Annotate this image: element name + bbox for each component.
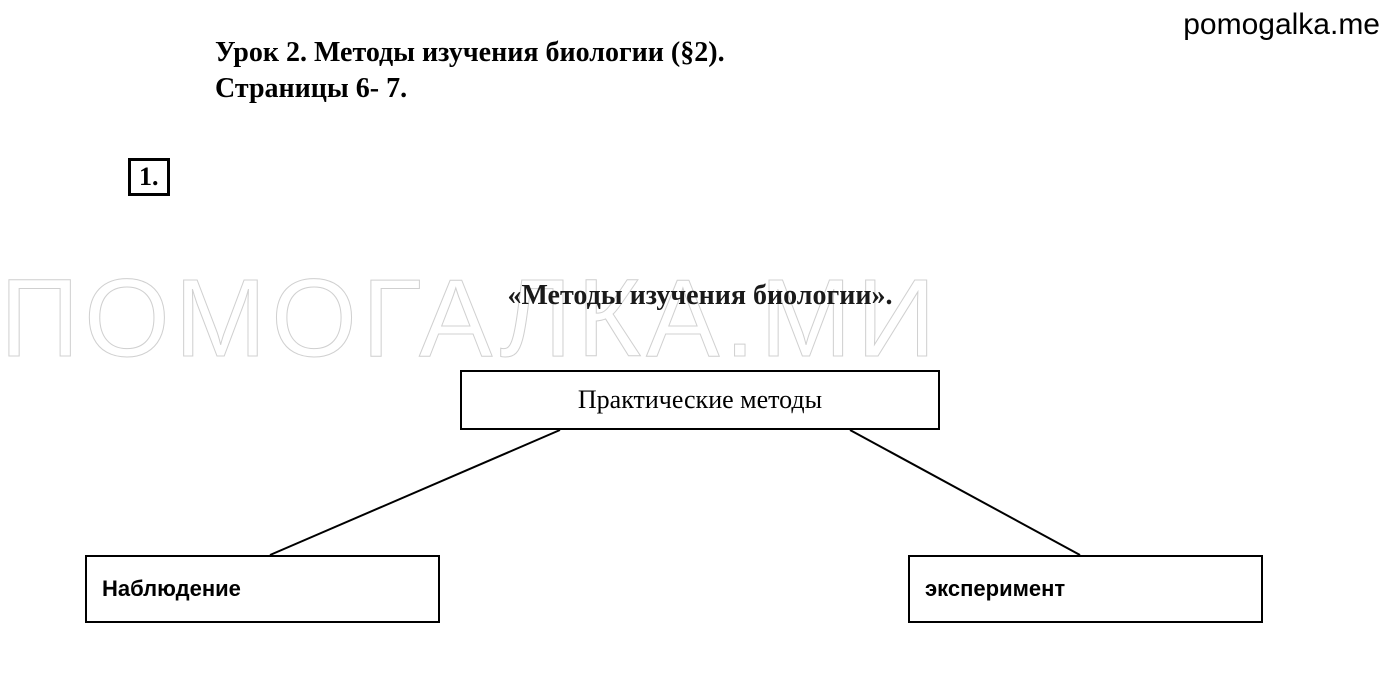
- child-right-label: эксперимент: [925, 576, 1065, 602]
- child-left-label: Наблюдение: [102, 576, 241, 602]
- watermark-site: pomogalka.me: [1183, 8, 1380, 42]
- header-line-2: Страницы 6- 7.: [215, 71, 725, 107]
- edge-left: [270, 430, 560, 555]
- diagram-child-left: Наблюдение: [85, 555, 440, 623]
- methods-diagram: «Методы изучения биологии». Практические…: [0, 280, 1400, 367]
- task-number-box: 1.: [128, 158, 170, 196]
- edge-right: [850, 430, 1080, 555]
- lesson-header: Урок 2. Методы изучения биологии (§2). С…: [215, 35, 725, 108]
- diagram-root-node: Практические методы: [460, 370, 940, 430]
- root-label: Практические методы: [578, 385, 822, 415]
- header-line-1: Урок 2. Методы изучения биологии (§2).: [215, 35, 725, 71]
- diagram-child-right: эксперимент: [908, 555, 1263, 623]
